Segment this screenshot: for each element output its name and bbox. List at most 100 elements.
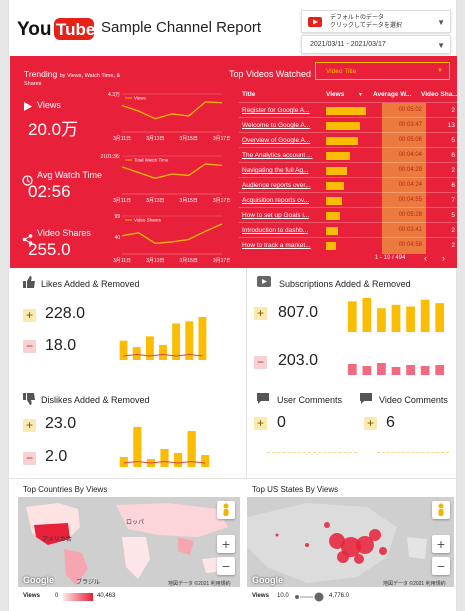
video-title-link[interactable]: How to track a market... [242,242,311,249]
countries-title: Top Countries By Views [23,485,108,494]
video-title-link[interactable]: Navigating the full Ag... [242,167,309,174]
chevron-left-icon[interactable]: ‹ [424,253,427,263]
bar [391,367,401,375]
states-map[interactable]: + − Google 地図データ ©2021 利用規約 [247,497,454,587]
clock-icon [22,175,33,186]
trending-section: Trending by Views, Watch Time, & Shares … [10,56,458,268]
x-tick-label: 3月13日 [146,136,164,142]
report-title: Sample Channel Report [101,19,262,36]
likes-added-value: 228.0 [45,305,86,322]
table-row[interactable]: Audience reports over... 00:04:24 6 [239,177,458,194]
table-row[interactable]: How to track a market... 00:04:58 2 [239,237,458,254]
table-row[interactable]: Register for Google A... 00:05:02 2 [239,102,458,119]
removed-line [123,353,203,357]
bar [145,336,154,360]
pegman-icon[interactable] [432,501,450,519]
zoom-in-button[interactable]: + [432,535,450,553]
bar [198,317,207,360]
table-row[interactable]: The Analytics account ... 00:04:04 6 [239,147,458,164]
y-max-label: 2101:36: [101,154,120,160]
video-title-link[interactable]: The Analytics account ... [242,152,313,159]
views-bar [326,197,342,205]
video-title-link[interactable]: Register for Google A... [242,107,310,114]
map-footer[interactable]: 地図データ ©2021 利用規約 [168,581,231,587]
dislikes-bar-chart [119,427,210,467]
series-line [121,163,223,179]
col-title[interactable]: Title [242,91,256,98]
subs-added-value: 807.0 [278,304,319,321]
views-bar [326,212,341,220]
avg-watch-cell: 00:05:06 [382,133,426,149]
table-row[interactable]: Overview of Google A... 00:05:06 5 [239,132,458,149]
zoom-out-button[interactable]: − [432,557,450,575]
video-title-filter[interactable]: Video Title ▼ [315,62,450,80]
bar [377,363,386,375]
user-comments-title: User Comments [277,395,343,405]
zoom-out-button[interactable]: − [217,557,235,575]
bar [347,301,357,332]
likes-title: Likes Added & Removed [41,279,140,289]
states-legend-label: Views [252,593,269,599]
shares-cell: 6 [451,152,455,159]
trending-subtitle2: Shares [24,81,42,87]
map-footer[interactable]: 地図データ ©2021 利用規約 [383,581,446,587]
bar [119,340,128,360]
video-title-link[interactable]: Audience reports over... [242,182,311,189]
data-source-control[interactable]: デフォルトのデータ クリックしてデータを選択 ▼ [301,10,451,33]
video-title-link[interactable]: Introduction to dashb... [242,227,309,234]
avg-watch-cell: 00:04:29 [382,163,426,179]
avg-watch-cell: 00:04:04 [382,148,426,164]
google-logo: Google [23,575,54,585]
table-row[interactable]: Navigating the full Ag... 00:04:29 2 [239,162,458,179]
x-tick-label: 3月13日 [146,258,164,264]
plus-icon: + [23,419,36,432]
video-title-link[interactable]: How to set up Goals i... [242,212,310,219]
states-legend-bubbles [295,592,324,602]
subs-title: Subscriptions Added & Removed [279,279,411,289]
video-title-link[interactable]: Overview of Google A... [242,137,311,144]
zoom-in-button[interactable]: + [217,535,235,553]
chevron-right-icon[interactable]: › [442,253,445,263]
views-bar [326,152,350,160]
minus-icon: − [254,356,267,369]
avg-watch-cell: 00:03:47 [382,118,426,134]
legend-label: Views [134,96,147,101]
countries-map[interactable]: アメリカ合 ブラジル ロッパ + − Google 地図データ ©2021 利用… [18,497,240,587]
watch-value: 02:56 [28,182,71,201]
table-row[interactable]: Welcome to Google A... 00:03:47 13 [239,117,458,134]
bar [133,427,142,467]
dislikes-title: Dislikes Added & Removed [41,395,150,405]
col-views[interactable]: Views [326,91,345,98]
subs-added-bar-chart [347,298,445,332]
trending-title: Trending [24,69,58,79]
col-shares[interactable]: Video Sha... [421,91,458,98]
bar [187,431,196,467]
table-row[interactable]: How to set up Goals i... 00:05:28 5 [239,207,458,224]
views-bar [326,137,358,145]
table-row[interactable]: Acquisition reports ov... 00:04:55 7 [239,192,458,209]
comment-icon [360,393,372,404]
x-tick-label: 3月17日 [213,136,230,142]
date-range-control[interactable]: 2021/03/11 - 2021/03/17 ▼ [301,35,451,54]
countries-legend-label: Views [23,593,40,599]
y-max-label: 4.3万 [108,92,120,98]
series-line [121,223,223,245]
svg-text:You: You [17,19,51,40]
trending-charts: 4.3万 Views 3月11日 3月13日 3月15日 3月17日 2101:36: Tot… [101,92,230,264]
pegman-icon[interactable] [217,501,235,519]
col-avg[interactable]: Average W... [373,91,412,98]
table-row[interactable]: Introduction to dashb... 00:03:41 2 [239,222,458,239]
bar [185,321,194,360]
video-comments-sparkline [377,452,449,453]
map-label-eu: ロッパ [126,520,145,526]
x-tick-label: 3月11日 [113,198,131,204]
user-comments-sparkline [267,452,357,453]
bar [435,365,445,375]
avg-watch-cell: 00:05:02 [382,103,426,119]
video-title-link[interactable]: Acquisition reports ov... [242,197,310,204]
video-title-link[interactable]: Welcome to Google A... [242,122,311,129]
top-videos-title: Top Videos Watched [229,69,312,79]
shares-cell: 5 [451,137,455,144]
bar [174,453,183,467]
views-bar [326,107,366,115]
